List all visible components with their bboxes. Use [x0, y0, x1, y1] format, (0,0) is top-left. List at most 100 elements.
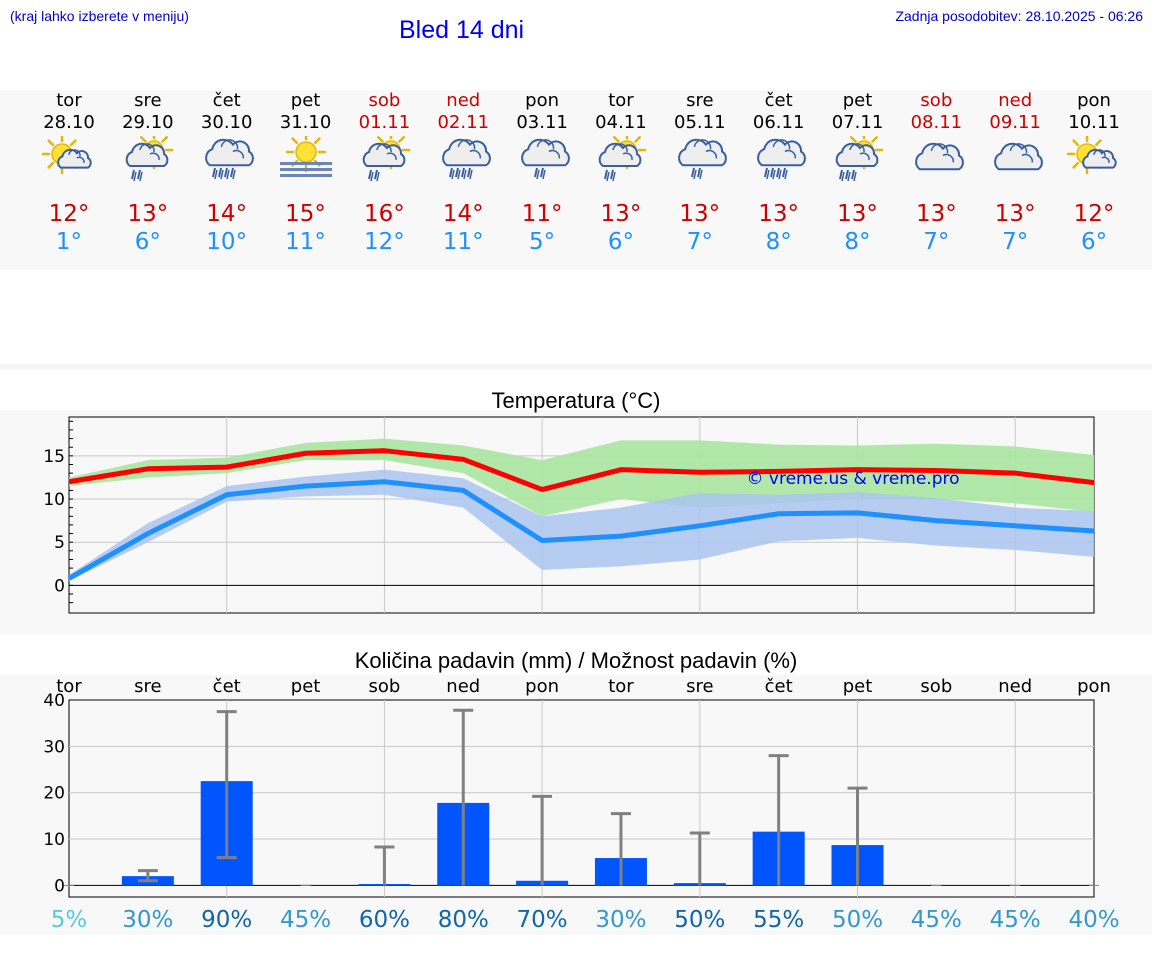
day-name: ned — [446, 90, 481, 111]
max-temperature: 14° — [442, 201, 484, 227]
day-date: 30.10 — [200, 112, 253, 133]
day-name: čet — [212, 90, 241, 111]
precipitation-probability: 45% — [990, 907, 1041, 933]
day-date: 01.11 — [358, 112, 411, 133]
max-temperature: 13° — [837, 201, 878, 227]
min-temperature: 7° — [923, 229, 950, 255]
max-temperature: 15° — [285, 201, 326, 227]
y-tick-label: 10 — [43, 830, 65, 850]
y-tick-label: 0 — [54, 876, 65, 896]
cloud-heavy-rain-icon — [757, 138, 807, 180]
precipitation-chart-title: Količina padavin (mm) / Možnost padavin … — [354, 648, 798, 673]
day-name: ned — [998, 90, 1033, 111]
min-temperature-line — [67, 479, 1095, 581]
category-label: sre — [686, 676, 713, 697]
page-title: Bled 14 dni — [399, 16, 525, 44]
max-temperature: 13° — [679, 201, 721, 227]
cloud-icon — [915, 142, 964, 171]
partly-sunny-icon — [1066, 136, 1117, 175]
min-temperature: 7° — [1002, 229, 1029, 255]
max-temperature: 14° — [206, 201, 248, 227]
cloud-icon — [993, 142, 1043, 171]
min-temperature-range-band — [69, 469, 1095, 582]
sun-fog-icon — [280, 136, 333, 177]
precipitation-probability: 30% — [595, 907, 646, 933]
category-label: ned — [998, 676, 1032, 697]
precipitation-probability: 60% — [359, 907, 410, 933]
day-date: 28.10 — [43, 112, 95, 133]
day-name: sre — [686, 90, 714, 111]
sun-cloud-rain-icon — [362, 136, 411, 182]
precipitation-probability: 50% — [674, 907, 725, 933]
day-name: sob — [920, 90, 953, 111]
sun-cloud-heavy-rain-icon — [835, 136, 884, 182]
day-name: pon — [525, 90, 560, 111]
min-temperature: 8° — [765, 229, 792, 255]
category-label: pon — [525, 676, 559, 697]
category-label: tor — [56, 676, 82, 697]
min-temperature: 12° — [364, 229, 405, 255]
precipitation-probability: 45% — [911, 907, 962, 933]
day-date: 10.11 — [1068, 112, 1120, 133]
category-label: ned — [446, 676, 480, 697]
precipitation-probability: 55% — [753, 907, 804, 933]
y-tick-label: 20 — [43, 784, 65, 804]
watermark: © vreme.us & vreme.pro — [746, 469, 959, 489]
category-label: sob — [368, 676, 400, 697]
sun-cloud-rain-icon — [126, 136, 174, 182]
y-tick-label: 10 — [43, 490, 65, 510]
max-temperature: 12° — [48, 201, 90, 227]
max-temperature: 13° — [758, 201, 800, 227]
cloud-rain-icon — [678, 138, 728, 180]
min-temperature: 6° — [1080, 229, 1108, 255]
day-date: 29.10 — [122, 112, 174, 133]
min-temperature: 11° — [285, 229, 326, 255]
temperature-chart-title: Temperatura (°C) — [491, 388, 661, 413]
max-temperature: 13° — [994, 201, 1036, 227]
category-label: tor — [608, 676, 634, 697]
category-label: pet — [843, 676, 873, 697]
day-date: 05.11 — [674, 112, 726, 133]
day-date: 07.11 — [831, 112, 884, 133]
last-update: Zadnja posodobitev: 28.10.2025 - 06:26 — [895, 8, 1143, 24]
day-date: 08.11 — [910, 112, 963, 133]
day-name: čet — [764, 90, 793, 111]
max-temperature: 16° — [364, 201, 405, 227]
sun-cloud-rain-icon — [599, 136, 647, 182]
y-tick-label: 30 — [43, 737, 65, 757]
day-date: 02.11 — [437, 112, 490, 133]
precipitation-probability: 40% — [1068, 907, 1119, 933]
y-tick-label: 5 — [54, 533, 65, 553]
precipitation-probability: 45% — [280, 907, 331, 933]
cloud-rain-icon — [520, 138, 570, 180]
min-temperature: 8° — [844, 229, 871, 255]
min-temperature: 6° — [134, 229, 161, 255]
day-name: sob — [368, 90, 401, 111]
precipitation-probability: 90% — [201, 907, 252, 933]
max-temperature: 11° — [521, 201, 563, 227]
precipitation-probability: 80% — [438, 907, 489, 933]
day-date: 03.11 — [516, 112, 568, 133]
cloud-heavy-rain-icon — [205, 138, 255, 180]
day-name: pon — [1077, 90, 1111, 111]
divider — [0, 364, 1152, 370]
category-label: sob — [920, 676, 952, 697]
precipitation-probability: 50% — [832, 907, 883, 933]
min-temperature: 11° — [442, 229, 484, 255]
day-name: tor — [608, 90, 634, 111]
precipitation-probability: 30% — [122, 907, 173, 933]
min-temperature: 1° — [55, 229, 83, 255]
day-name: pet — [290, 90, 321, 111]
day-date: 04.11 — [595, 112, 647, 133]
min-temperature: 10° — [206, 229, 248, 255]
y-tick-label: 15 — [43, 447, 65, 467]
category-label: pet — [291, 676, 321, 697]
min-temperature: 6° — [607, 229, 634, 255]
max-temperature: 13° — [600, 201, 642, 227]
category-label: čet — [213, 676, 241, 697]
cloud-heavy-rain-icon — [441, 138, 491, 180]
day-name: tor — [56, 90, 82, 111]
day-name: sre — [134, 90, 162, 111]
y-tick-label: 40 — [43, 691, 65, 711]
